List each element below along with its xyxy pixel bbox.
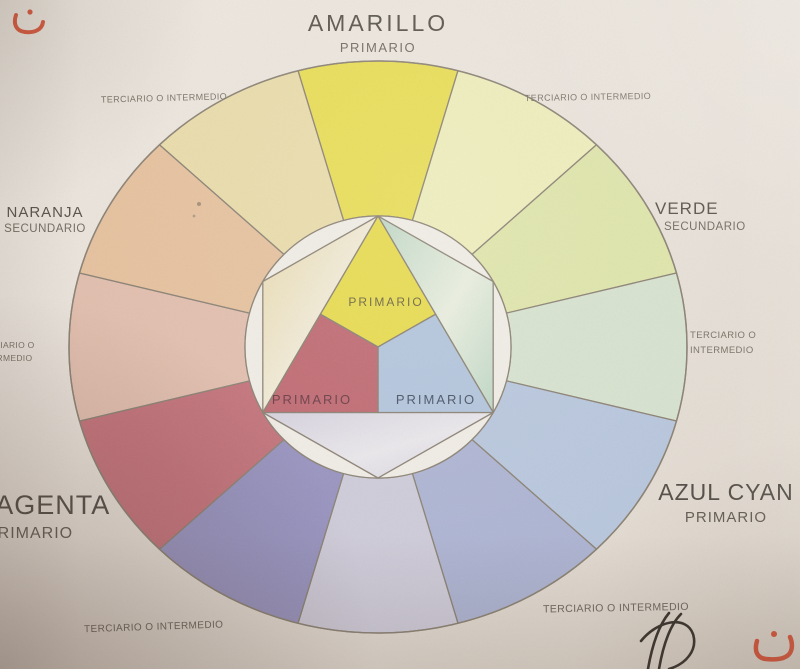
color-wheel-worksheet-photo: AMARILLO PRIMARIO TERCIARIO O INTERMEDIO…	[0, 0, 800, 669]
color-wheel-diagram	[0, 0, 800, 669]
paper-grain-texture	[0, 0, 800, 669]
